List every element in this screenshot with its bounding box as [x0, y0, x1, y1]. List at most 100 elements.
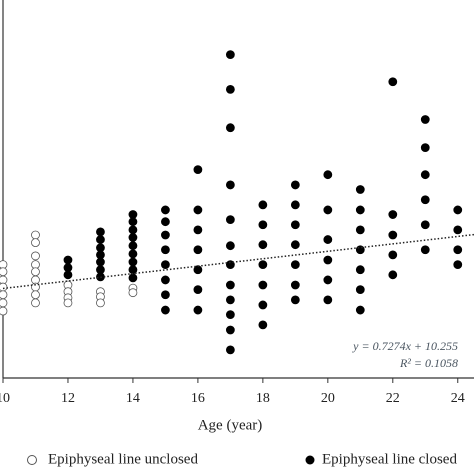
point	[161, 245, 170, 255]
point	[420, 195, 430, 205]
point	[355, 245, 365, 255]
point	[193, 285, 203, 295]
point	[225, 215, 235, 225]
point	[128, 273, 138, 283]
legend-swatch	[27, 455, 37, 465]
point	[258, 240, 268, 250]
point	[388, 210, 398, 219]
point	[355, 205, 365, 215]
point	[161, 205, 170, 215]
point	[258, 260, 268, 270]
point	[290, 220, 300, 230]
point	[31, 290, 40, 300]
x-tick-label: 14	[126, 391, 140, 406]
point	[0, 298, 8, 308]
point	[31, 267, 40, 277]
point	[193, 165, 203, 174]
point	[420, 220, 430, 230]
point	[258, 280, 268, 290]
point	[161, 260, 170, 270]
point	[128, 288, 138, 298]
point	[453, 205, 463, 215]
point	[420, 115, 430, 124]
point	[63, 270, 73, 280]
point	[96, 227, 105, 237]
point	[193, 205, 203, 215]
point	[323, 235, 333, 244]
point	[63, 298, 73, 308]
point	[0, 282, 8, 292]
point	[96, 235, 105, 244]
point	[96, 298, 105, 308]
point	[290, 280, 300, 290]
point	[193, 225, 203, 235]
point	[258, 320, 268, 330]
point	[128, 241, 138, 251]
point	[225, 295, 235, 305]
point	[31, 230, 40, 240]
legend-label: Epiphyseal line closed	[322, 451, 457, 467]
point	[161, 290, 170, 300]
point	[225, 345, 235, 355]
point	[31, 238, 40, 248]
point	[388, 250, 398, 260]
x-tick-label: 10	[0, 391, 10, 406]
point	[323, 275, 333, 285]
point	[290, 295, 300, 305]
x-tick-label: 24	[451, 391, 465, 406]
point	[355, 185, 365, 194]
point	[128, 225, 138, 235]
point	[161, 230, 170, 240]
trend-r-squared: R² = 0.1058	[399, 356, 458, 370]
point	[193, 305, 203, 315]
point	[388, 270, 398, 280]
x-tick-label: 16	[191, 391, 205, 406]
point	[290, 200, 300, 210]
x-tick-label: 22	[386, 391, 400, 406]
x-tick-label: 12	[61, 391, 75, 406]
point	[31, 298, 40, 308]
point	[453, 260, 463, 270]
point	[0, 306, 8, 316]
point	[420, 170, 430, 180]
x-axis-label: Age (year)	[198, 417, 263, 433]
point	[388, 230, 398, 240]
point	[31, 251, 40, 261]
point	[161, 217, 170, 227]
point	[128, 265, 138, 275]
legend-swatch	[305, 455, 315, 465]
point	[290, 180, 300, 190]
point	[128, 257, 138, 267]
point	[63, 255, 73, 265]
point	[323, 205, 333, 215]
x-tick-label: 20	[321, 391, 335, 406]
point	[323, 255, 333, 265]
point	[258, 200, 268, 210]
point	[128, 249, 138, 259]
point	[128, 217, 138, 227]
legend-label: Epiphyseal line unclosed	[48, 451, 198, 467]
point	[193, 245, 203, 255]
point	[323, 170, 333, 180]
point	[420, 245, 430, 255]
trendline	[2, 233, 474, 290]
point	[355, 285, 365, 295]
plot	[0, 50, 474, 355]
point	[225, 260, 235, 270]
point	[258, 220, 268, 230]
point	[128, 233, 138, 242]
point	[225, 241, 235, 251]
trend-equation: y = 0.7274x + 10.255	[352, 339, 458, 353]
point	[388, 77, 398, 87]
point	[225, 325, 235, 335]
point	[355, 225, 365, 235]
point	[225, 280, 235, 290]
point	[355, 305, 365, 315]
point	[0, 290, 8, 300]
point	[290, 260, 300, 270]
point	[0, 267, 8, 277]
point	[453, 245, 463, 255]
point	[225, 180, 235, 190]
point	[290, 240, 300, 250]
